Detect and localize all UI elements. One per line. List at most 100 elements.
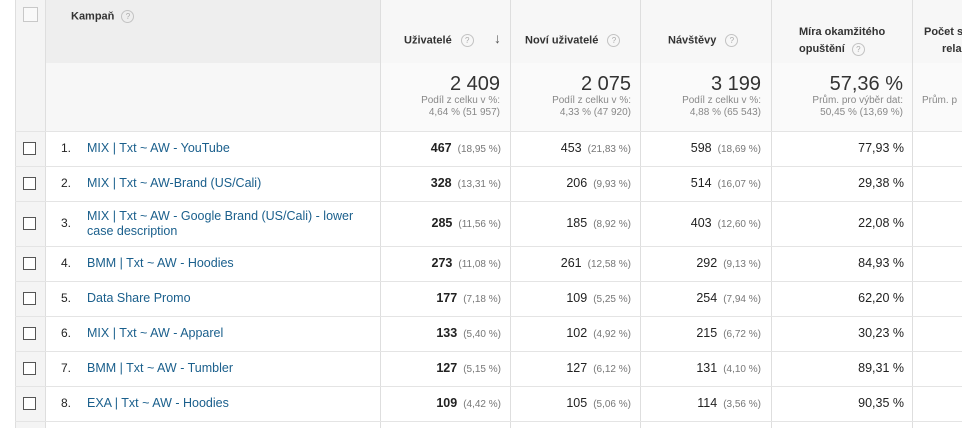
sessions-cell: 598 (18,69 %) xyxy=(691,141,761,155)
grid-line xyxy=(380,0,381,428)
new-users-pct: (4,92 %) xyxy=(593,329,631,340)
campaign-link[interactable]: Data Share Promo xyxy=(87,291,191,305)
users-total-value: 2 409 xyxy=(449,73,500,95)
sessions-pct: (4,10 %) xyxy=(723,364,761,375)
new-users-cell: 185 (8,92 %) xyxy=(566,216,631,230)
row-divider xyxy=(15,201,962,202)
row-checkbox[interactable] xyxy=(23,217,36,230)
users-value: 273 xyxy=(431,256,453,270)
new-users-cell: 105 (5,06 %) xyxy=(566,396,631,410)
sessions-cell: 215 (6,72 %) xyxy=(696,326,761,340)
row-number: 4. xyxy=(61,256,72,270)
new-users-value: 206 xyxy=(566,176,588,190)
sessions-value: 292 xyxy=(696,256,718,270)
bounce-rate-column-header[interactable]: Míra okamžitého opuštění ? xyxy=(799,24,885,58)
bounce-header-line2-wrap: opuštění ? xyxy=(799,41,885,58)
campaign-link[interactable]: MIX | Txt ~ AW - Google Brand (US/Cali) … xyxy=(87,209,354,238)
row-divider xyxy=(15,351,962,352)
row-checkbox[interactable] xyxy=(23,257,36,270)
header-dimension-bg xyxy=(45,0,380,63)
users-pct: (5,40 %) xyxy=(463,329,501,340)
campaign-link[interactable]: MIX | Txt ~ AW - Apparel xyxy=(87,326,224,340)
bounce-rate-value: 84,93 % xyxy=(858,256,904,270)
users-pct: (13,31 %) xyxy=(457,179,501,190)
sessions-pct: (3,56 %) xyxy=(723,399,761,410)
users-pct: (7,18 %) xyxy=(463,294,501,305)
totals-dimension-bg xyxy=(45,63,380,131)
campaign-link[interactable]: BMM | Txt ~ AW - Tumbler xyxy=(87,361,233,375)
sessions-value: 598 xyxy=(690,141,712,155)
row-checkbox[interactable] xyxy=(23,327,36,340)
new-users-header-label: Noví uživatelé xyxy=(525,34,599,47)
sessions-value: 403 xyxy=(690,216,712,230)
row-checkbox[interactable] xyxy=(23,177,36,190)
new-users-cell: 127 (6,12 %) xyxy=(566,361,631,375)
users-pct: (11,08 %) xyxy=(458,259,501,270)
sessions-value: 131 xyxy=(696,361,718,375)
row-divider xyxy=(15,421,962,422)
users-value: 177 xyxy=(436,291,458,305)
row-checkbox[interactable] xyxy=(23,292,36,305)
sessions-pct: (18,69 %) xyxy=(717,144,761,155)
campaign-link[interactable]: MIX | Txt ~ AW - YouTube xyxy=(87,141,230,155)
bounce-total-avg: 50,45 % (13,69 %) xyxy=(820,107,903,118)
sessions-total-value: 3 199 xyxy=(710,73,761,95)
new-users-value: 102 xyxy=(566,326,588,340)
new-users-cell: 206 (9,93 %) xyxy=(566,176,631,190)
new-users-pct: (9,93 %) xyxy=(593,179,631,190)
sessions-pct: (9,13 %) xyxy=(723,259,761,270)
new-users-pct: (5,06 %) xyxy=(593,399,631,410)
help-icon[interactable]: ? xyxy=(725,34,739,47)
campaign-link[interactable]: BMM | Txt ~ AW - Hoodies xyxy=(87,256,234,270)
row-number: 8. xyxy=(61,396,72,410)
new-users-value: 453 xyxy=(560,141,582,155)
new-users-cell: 102 (4,92 %) xyxy=(566,326,631,340)
users-column-header[interactable]: Uživatelé ? xyxy=(404,34,474,47)
new-users-column-header[interactable]: Noví uživatelé ? xyxy=(525,34,621,47)
row-checkbox[interactable] xyxy=(23,142,36,155)
sessions-pct: (12,60 %) xyxy=(717,219,761,230)
pages-header-line1: Počet st xyxy=(924,26,962,38)
row-number: 3. xyxy=(61,216,72,230)
users-value: 109 xyxy=(436,396,458,410)
users-cell: 127 (5,15 %) xyxy=(436,361,501,375)
campaign-link[interactable]: MIX | Txt ~ AW-Brand (US/Cali) xyxy=(87,176,262,190)
new-users-value: 109 xyxy=(566,291,588,305)
new-users-pct: (21,83 %) xyxy=(587,144,631,155)
users-value: 328 xyxy=(430,176,452,190)
new-users-cell: 261 (12,58 %) xyxy=(561,256,631,270)
users-value: 133 xyxy=(436,326,458,340)
row-checkbox[interactable] xyxy=(23,362,36,375)
pages-total: Prům. p xyxy=(922,73,962,107)
new-users-pct: (5,25 %) xyxy=(593,294,631,305)
sessions-cell: 514 (16,07 %) xyxy=(691,176,761,190)
bounce-rate-value: 62,20 % xyxy=(858,291,904,305)
sessions-total: 3 199 Podíl z celku v %: 4,88 % (65 543) xyxy=(650,73,761,119)
new-users-total: 2 075 Podíl z celku v %: 4,33 % (47 920) xyxy=(520,73,631,119)
select-all-checkbox[interactable] xyxy=(23,7,38,22)
users-cell: 285 (11,56 %) xyxy=(432,216,501,230)
sessions-pct: (16,07 %) xyxy=(717,179,761,190)
grid-line xyxy=(912,0,913,428)
sessions-cell: 403 (12,60 %) xyxy=(691,216,761,230)
new-users-value: 105 xyxy=(566,396,588,410)
help-icon[interactable]: ? xyxy=(851,42,865,56)
sort-descending-icon[interactable]: ↓ xyxy=(494,30,501,46)
row-checkbox[interactable] xyxy=(23,397,36,410)
bounce-rate-value: 30,23 % xyxy=(858,326,904,340)
help-icon[interactable]: ? xyxy=(460,34,474,47)
row-number: 6. xyxy=(61,326,72,340)
campaign-link[interactable]: EXA | Txt ~ AW - Hoodies xyxy=(87,396,229,410)
help-icon[interactable]: ? xyxy=(121,10,135,23)
sessions-column-header[interactable]: Návštěvy ? xyxy=(668,34,739,47)
new-users-cell: 109 (5,25 %) xyxy=(566,291,631,305)
campaign-header[interactable]: Kampaň ? xyxy=(71,10,135,23)
help-icon[interactable]: ? xyxy=(607,34,621,47)
bounce-header-line2: opuštění xyxy=(799,43,845,55)
new-users-total-share: 4,33 % (47 920) xyxy=(559,107,631,118)
grid-line xyxy=(771,0,772,428)
checkbox-column-bg xyxy=(15,0,45,428)
pages-per-session-column-header[interactable]: Počet st rela xyxy=(924,24,962,58)
users-pct: (5,15 %) xyxy=(463,364,501,375)
users-value: 127 xyxy=(436,361,458,375)
